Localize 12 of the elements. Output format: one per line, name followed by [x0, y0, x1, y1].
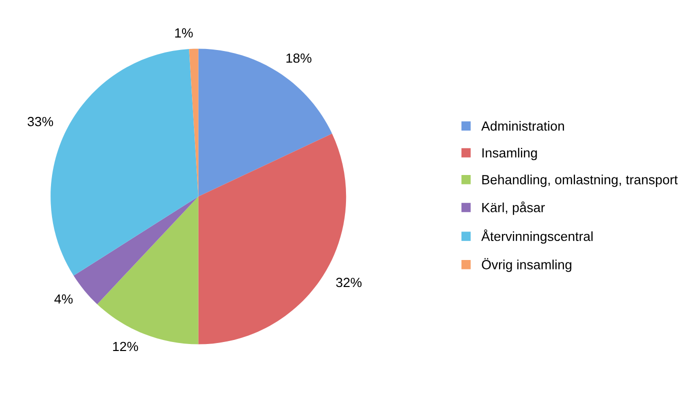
- data-label: 32%: [336, 278, 362, 288]
- legend-label: Övrig insamling: [482, 258, 572, 272]
- legend-label: Kärl, påsar: [482, 201, 545, 215]
- data-label: 33%: [28, 116, 54, 126]
- legend-label: Insamling: [482, 148, 537, 160]
- legend-label: Behandling, omlastning, transport: [482, 174, 678, 187]
- legend-label: Administration: [481, 121, 564, 131]
- data-label: 12%: [113, 342, 138, 352]
- legend-label: Återvinningscentral: [481, 229, 593, 244]
- data-label: 4%: [54, 294, 73, 304]
- data-label: 1%: [175, 28, 193, 38]
- data-label: 18%: [286, 53, 312, 63]
